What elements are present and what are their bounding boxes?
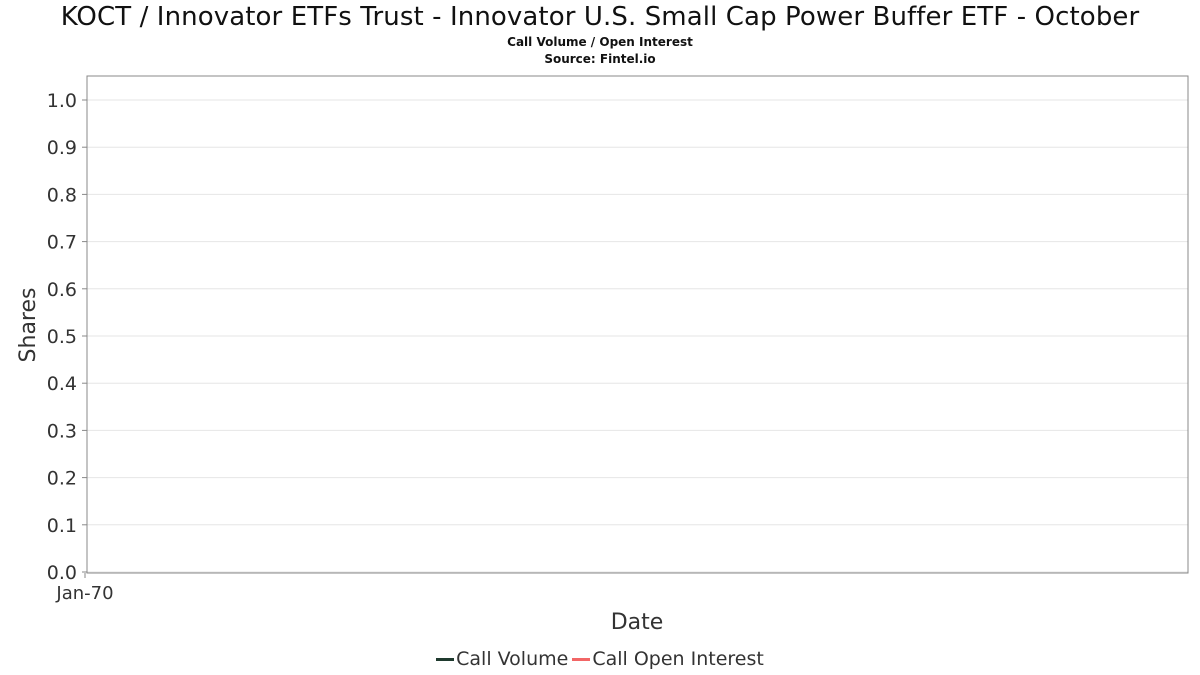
chart-title: KOCT / Innovator ETFs Trust - Innovator … — [60, 2, 1140, 32]
y-axis-ticks: 0.0 0.1 0.2 0.3 0.4 0.5 0.6 0.7 0.8 0.9 1.0 — [47, 90, 87, 584]
legend-label-call-volume: Call Volume — [456, 648, 569, 670]
chart-source: Source: Fintel.io — [544, 52, 656, 66]
y-tick-label: 0.8 — [47, 184, 77, 206]
call-volume-swatch — [436, 657, 455, 661]
y-tick-label: 0.6 — [47, 279, 77, 301]
y-tick-label: 0.7 — [47, 232, 77, 254]
call-open-interest-swatch — [572, 657, 591, 661]
x-axis-label: Date — [611, 610, 664, 635]
chart-legend: Call Volume Call Open Interest — [0, 648, 1200, 670]
legend-item-call-open-interest[interactable]: Call Open Interest — [572, 648, 764, 670]
chart-subtitle: Call Volume / Open Interest — [507, 35, 693, 49]
y-tick-label: 0.0 — [47, 562, 77, 584]
y-tick-label: 1.0 — [47, 90, 77, 112]
x-tick-label: Jan-70 — [55, 583, 113, 604]
y-tick-label: 0.9 — [47, 137, 77, 159]
y-axis-label: Shares — [16, 288, 41, 363]
x-axis-ticks: Jan-70 — [55, 573, 114, 604]
legend-item-call-volume[interactable]: Call Volume — [436, 648, 568, 670]
y-tick-label: 0.4 — [47, 373, 77, 395]
legend-label-call-open-interest: Call Open Interest — [592, 648, 764, 670]
y-tick-label: 0.1 — [47, 515, 77, 537]
y-tick-label: 0.5 — [47, 326, 77, 348]
y-tick-label: 0.3 — [47, 420, 77, 442]
plot-frame — [86, 75, 1189, 574]
gridlines — [87, 99, 1188, 573]
y-tick-label: 0.2 — [47, 468, 77, 490]
